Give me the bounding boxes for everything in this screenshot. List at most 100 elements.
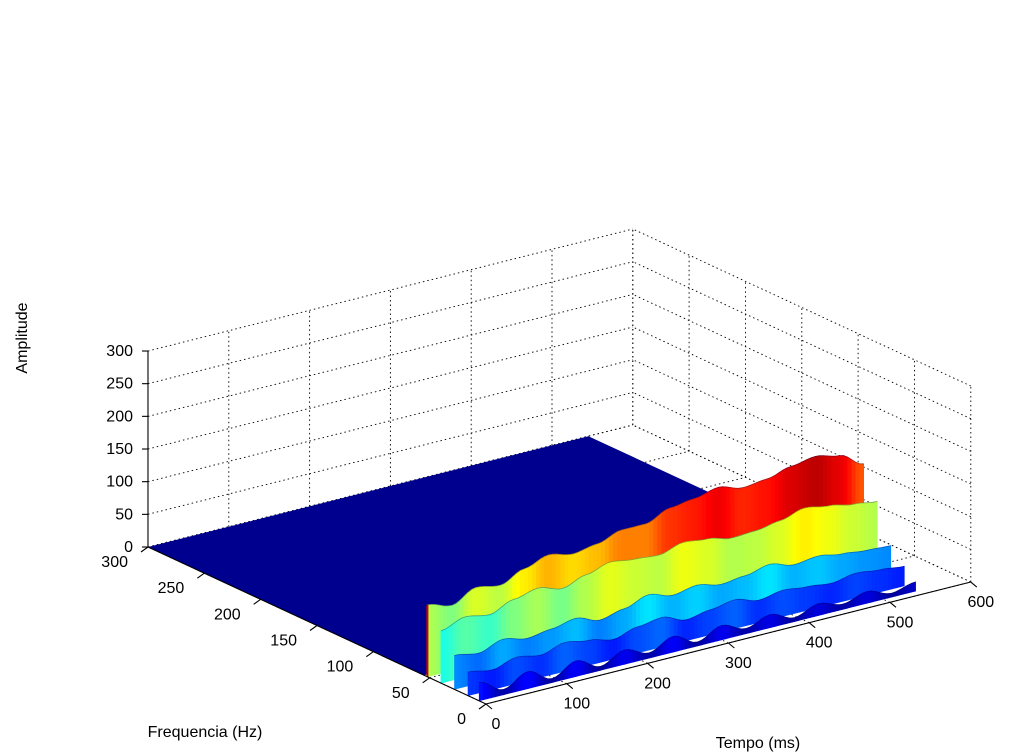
x-tick-label: 100: [563, 696, 590, 713]
y-tick-mark: [479, 704, 486, 709]
ridge-facet: [880, 569, 884, 592]
ridge-facet: [541, 654, 545, 678]
y-tick-label: 200: [214, 606, 241, 623]
ridge-facet: [677, 636, 681, 651]
ridge-facet: [690, 617, 694, 640]
ridge-facet: [693, 642, 697, 647]
ridge-facet: [783, 589, 787, 616]
ridge-facet: [580, 661, 584, 676]
ridge-facet: [436, 605, 440, 675]
z-tick-label: 200: [106, 408, 133, 425]
ridge-facet: [638, 626, 642, 653]
ridge-facet: [747, 600, 751, 626]
y-tick-mark: [310, 626, 317, 631]
ridge-facet: [755, 600, 759, 623]
ridge-facet: [545, 652, 549, 677]
ridge-facet: [548, 679, 552, 684]
ridge-facet: [876, 570, 880, 593]
ridge-facet: [900, 566, 904, 587]
ridge-facet: [645, 653, 649, 659]
ridge-facet: [629, 650, 633, 664]
y-axis-label: Frequencia (Hz): [148, 724, 263, 741]
x-tick-mark: [890, 602, 896, 607]
ridge-facet: [795, 588, 799, 613]
ridge-facet: [472, 671, 476, 695]
ridge-facet: [799, 588, 803, 613]
z-tick-label: 300: [106, 343, 133, 360]
ridge-facet: [553, 646, 557, 674]
y-tick-mark: [423, 678, 430, 683]
ridge-facet: [449, 624, 453, 681]
ridge-facet: [815, 604, 819, 617]
ridge-facet: [875, 591, 879, 601]
ridge-facet: [694, 615, 698, 639]
y-tick-label: 0: [457, 711, 466, 728]
ridge-facet: [669, 636, 673, 653]
ridge-facet: [828, 583, 832, 605]
x-tick-label: 600: [967, 594, 994, 611]
ridge-facet: [441, 629, 445, 683]
ridge-facet: [532, 672, 536, 688]
z-axis-label: Amplitude: [14, 302, 31, 373]
y-tick-label: 100: [327, 659, 354, 676]
ridge-facet: [742, 629, 746, 635]
x-tick-label: 300: [725, 655, 752, 672]
ridge-facet: [751, 601, 755, 625]
ridge-facet: [739, 599, 743, 627]
ridge-facet: [738, 628, 742, 636]
x-tick-mark: [971, 582, 977, 587]
ridge-facet: [872, 571, 876, 594]
ridge-facet: [650, 620, 654, 650]
ridge-facet: [706, 610, 710, 636]
x-tick-mark: [648, 663, 654, 668]
ridge-facet: [856, 572, 860, 598]
ridge-facet: [827, 603, 831, 613]
ridge-facet: [863, 592, 867, 605]
ridge-facet: [483, 682, 487, 699]
y-tick-label: 150: [270, 633, 297, 650]
ridge-facet: [528, 672, 532, 689]
ridge-facet: [557, 644, 561, 673]
ridge-facet: [888, 568, 892, 590]
ridge-facet: [589, 640, 593, 666]
y-tick-label: 250: [158, 580, 185, 597]
ridge-facet: [654, 619, 658, 649]
ridge-facet: [463, 654, 467, 687]
ridge-facet: [766, 615, 770, 629]
ridge-facet: [633, 650, 637, 662]
ridge-facet: [731, 600, 735, 630]
ridge-facet: [593, 640, 597, 665]
y-tick-mark: [197, 573, 204, 578]
x-tick-label: 200: [644, 675, 671, 692]
ridge-facet: [726, 625, 730, 639]
z-tick-label: 100: [106, 474, 133, 491]
ridge-facet: [549, 649, 553, 676]
ridge-facet: [492, 669, 496, 690]
ridge-facet: [730, 626, 734, 638]
ridge-facet: [499, 690, 503, 696]
ridge-facet: [432, 604, 436, 676]
ridge-facet: [468, 671, 472, 695]
ridge-facet: [778, 615, 782, 626]
ridge-facet: [718, 626, 722, 641]
ridge-facet: [508, 659, 512, 686]
ridge-facet: [459, 654, 463, 688]
ridge-facet: [605, 640, 609, 661]
ridge-facet: [524, 672, 528, 690]
y-tick-mark: [366, 652, 373, 657]
x-tick-label: 500: [887, 614, 914, 631]
ridge-facet: [832, 582, 836, 604]
x-tick-mark: [567, 684, 573, 689]
ridge-facet: [601, 640, 605, 662]
ridge-facet: [848, 575, 852, 601]
ridge-facet: [774, 614, 778, 627]
surface-layer: [148, 436, 916, 701]
ridge-facet: [576, 661, 580, 677]
ridge-facet: [807, 586, 811, 610]
ridge-facet: [871, 591, 875, 602]
x-tick-mark: [486, 704, 492, 709]
ridge-facet: [698, 613, 702, 638]
ridge-facet: [479, 682, 483, 701]
ridge-facet: [835, 605, 839, 612]
